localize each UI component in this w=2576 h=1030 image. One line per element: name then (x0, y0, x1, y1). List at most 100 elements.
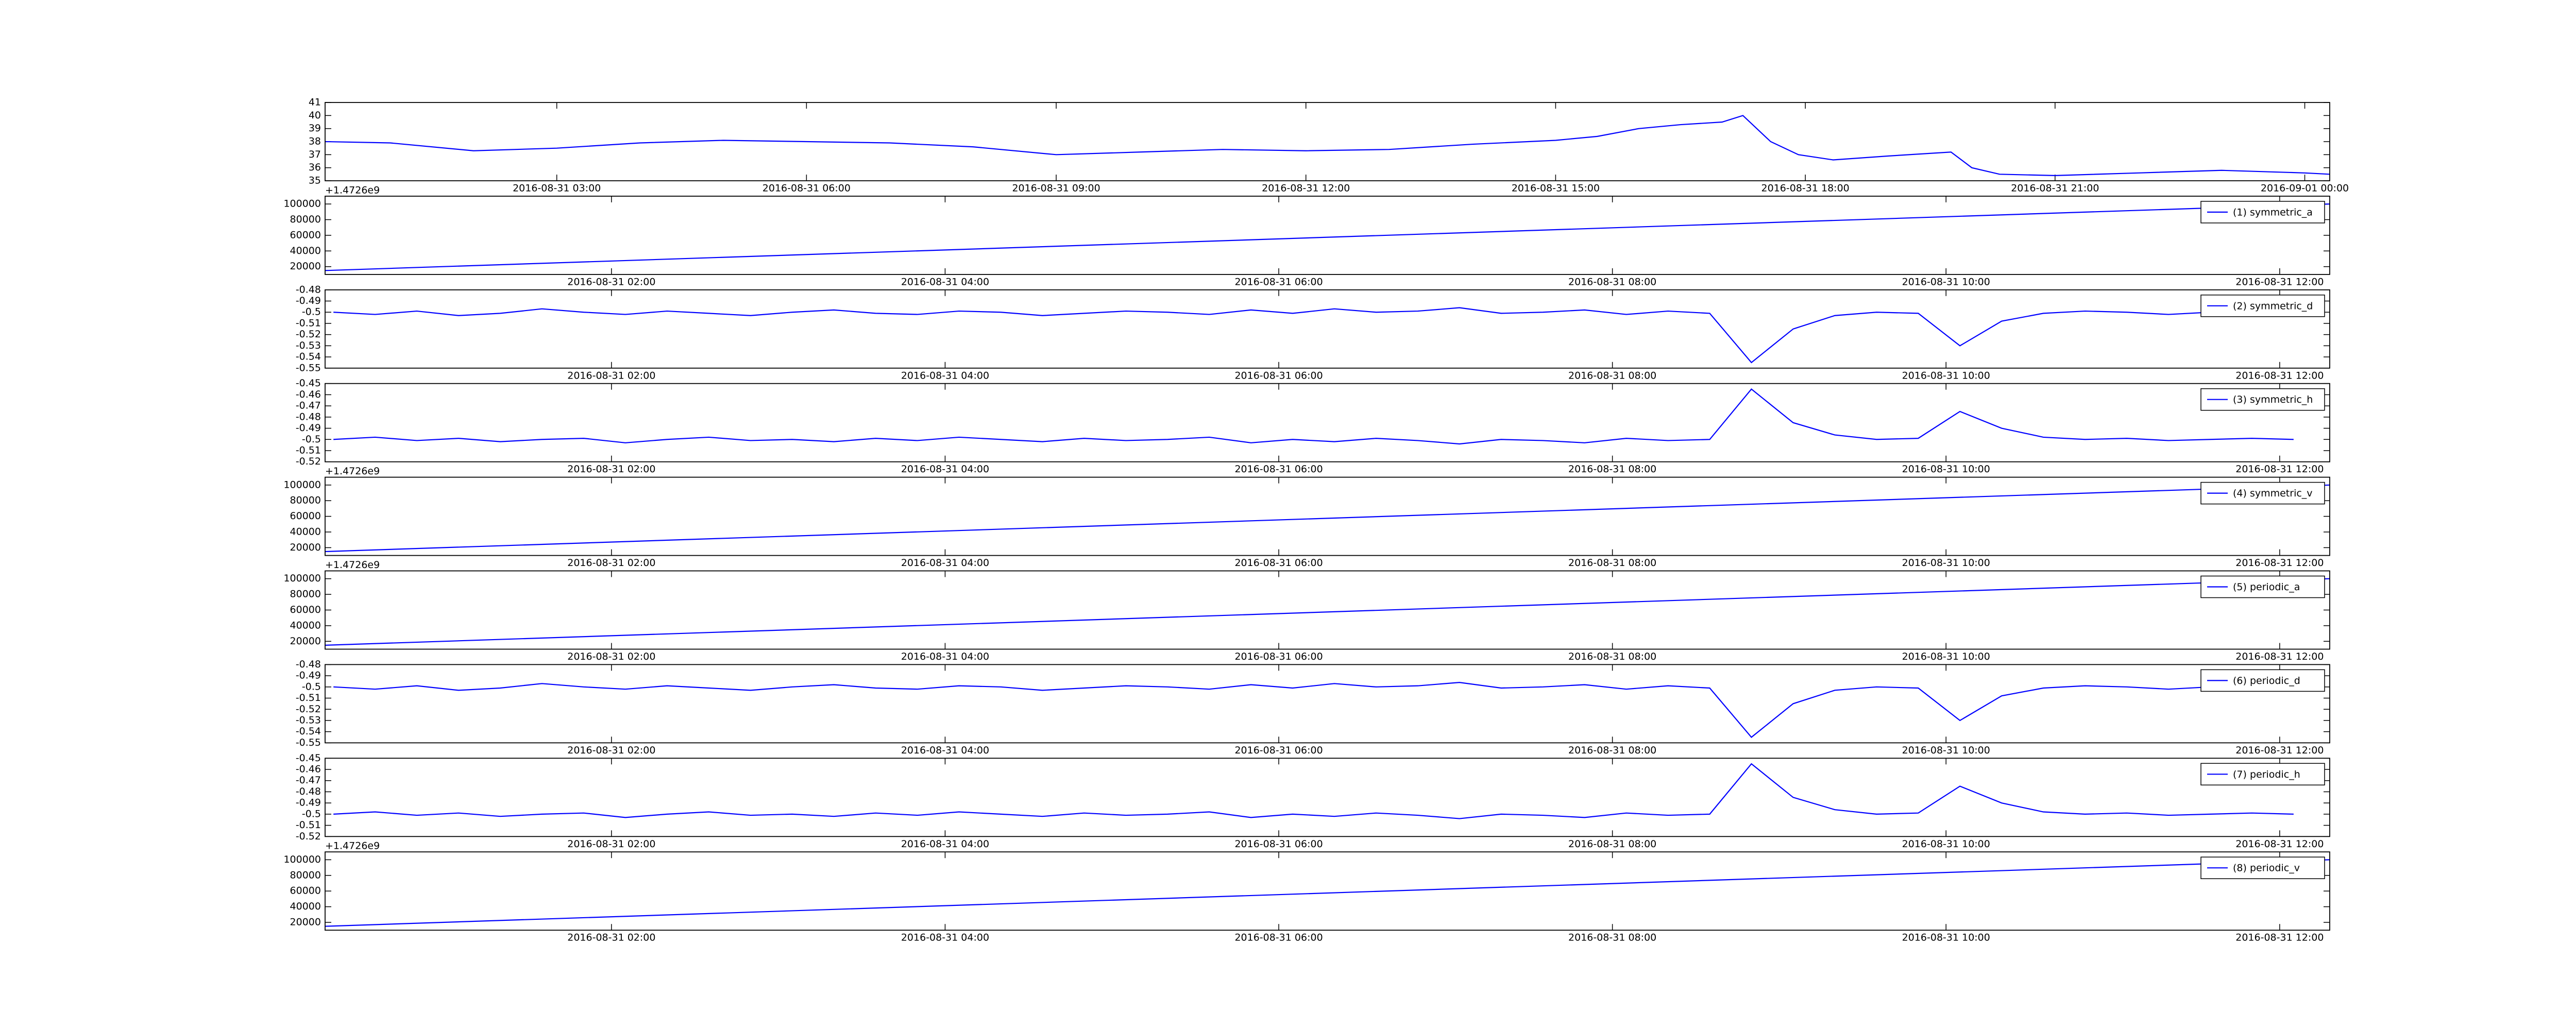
y-tick-label: -0.53 (296, 714, 321, 726)
x-tick-label: 2016-08-31 12:00 (2235, 932, 2324, 943)
legend-label: (3) symmetric_h (2233, 394, 2313, 405)
y-tick-label: -0.51 (296, 692, 321, 703)
y-tick-label: -0.52 (296, 329, 321, 340)
y-tick-label: 80000 (290, 589, 321, 600)
legend-label: (1) symmetric_a (2233, 207, 2313, 218)
y-tick-label: 20000 (290, 636, 321, 647)
series-line (333, 763, 2294, 819)
y-tick-label: -0.49 (296, 670, 321, 681)
y-tick-label: 100000 (283, 854, 321, 865)
y-tick-label: -0.45 (296, 752, 321, 764)
x-tick-label: 2016-08-31 08:00 (1568, 838, 1656, 850)
y-tick-label: -0.52 (296, 831, 321, 842)
x-tick-label: 2016-08-31 04:00 (901, 464, 989, 475)
y-tick-label: -0.48 (296, 786, 321, 797)
x-tick-label: 2016-08-31 02:00 (567, 745, 655, 756)
y-tick-label: 60000 (290, 885, 321, 897)
y-tick-label: -0.52 (296, 456, 321, 467)
legend-label: (8) periodic_v (2233, 863, 2300, 874)
series-line (333, 682, 2294, 739)
y-tick-label: -0.55 (296, 737, 321, 748)
x-tick-label: 2016-08-31 08:00 (1568, 557, 1656, 569)
y-tick-label: -0.46 (296, 764, 321, 775)
x-tick-label: 2016-08-31 02:00 (567, 464, 655, 475)
y-tick-label: -0.54 (296, 351, 321, 363)
x-tick-label: 2016-08-31 12:00 (2235, 370, 2324, 381)
x-tick-label: 2016-08-31 04:00 (901, 557, 989, 569)
x-tick-label: 2016-08-31 06:00 (1234, 464, 1323, 475)
y-tick-label: 80000 (290, 495, 321, 506)
series-line (333, 388, 2294, 445)
y-tick-label: 20000 (290, 917, 321, 928)
y-tick-label: -0.47 (296, 775, 321, 786)
axes-frame (325, 383, 2330, 462)
y-tick-label: -0.49 (296, 797, 321, 809)
axes-bg (325, 196, 2330, 274)
x-tick-label: 2016-08-31 08:00 (1568, 651, 1656, 662)
offset-text: +1.4726e9 (325, 184, 380, 196)
series-line (325, 578, 2330, 646)
y-tick-label: 38 (309, 136, 321, 147)
y-tick-label: 60000 (290, 510, 321, 522)
axes-frame (325, 102, 2330, 181)
y-tick-label: 60000 (290, 229, 321, 241)
x-tick-label: 2016-08-31 12:00 (2235, 276, 2324, 287)
x-tick-label: 2016-08-31 06:00 (1234, 932, 1323, 943)
axes-frame (325, 289, 2330, 369)
legend-label: (2) symmetric_d (2233, 300, 2313, 312)
axes-frame (325, 758, 2330, 837)
x-tick-label: 2016-08-31 06:00 (1234, 557, 1323, 569)
x-tick-label: 2016-08-31 06:00 (1234, 370, 1323, 381)
y-tick-label: -0.45 (296, 377, 321, 389)
x-tick-label: 2016-08-31 10:00 (1902, 838, 1990, 850)
x-tick-label: 2016-08-31 04:00 (901, 932, 989, 943)
axes-frame (325, 476, 2330, 556)
y-tick-label: 80000 (290, 214, 321, 225)
y-tick-label: -0.48 (296, 659, 321, 670)
y-tick-label: 39 (309, 123, 321, 134)
x-tick-label: 2016-08-31 15:00 (1512, 183, 1600, 194)
y-tick-label: -0.52 (296, 703, 321, 715)
x-tick-label: 2016-08-31 12:00 (2235, 651, 2324, 662)
x-tick-label: 2016-08-31 08:00 (1568, 745, 1656, 756)
y-tick-label: -0.49 (296, 422, 321, 434)
y-tick-label: 40 (309, 110, 321, 121)
axes-frame (325, 195, 2330, 275)
y-tick-label: 40000 (290, 901, 321, 912)
x-tick-label: 2016-08-31 06:00 (1234, 745, 1323, 756)
legend-label: (4) symmetric_v (2233, 488, 2313, 499)
x-tick-label: 2016-08-31 04:00 (901, 745, 989, 756)
y-tick-label: 36 (309, 162, 321, 173)
axes-bg (325, 289, 2330, 368)
x-tick-label: 2016-08-31 09:00 (1012, 183, 1100, 194)
y-tick-label: 80000 (290, 869, 321, 881)
x-tick-label: 2016-08-31 10:00 (1902, 370, 1990, 381)
x-tick-label: 2016-08-31 04:00 (901, 838, 989, 850)
x-tick-label: 2016-08-31 02:00 (567, 370, 655, 381)
series-line (325, 115, 2330, 176)
y-tick-label: -0.55 (296, 362, 321, 373)
y-tick-label: 35 (309, 175, 321, 186)
y-tick-label: 37 (309, 149, 321, 160)
axes-bg (325, 852, 2330, 931)
x-tick-label: 2016-08-31 04:00 (901, 651, 989, 662)
y-tick-label: -0.48 (296, 411, 321, 422)
y-tick-label: -0.48 (296, 284, 321, 295)
y-tick-label: 40000 (290, 620, 321, 631)
y-tick-label: 20000 (290, 261, 321, 272)
x-tick-label: 2016-08-31 02:00 (567, 932, 655, 943)
axes-bg (325, 102, 2330, 181)
y-tick-label: -0.51 (296, 444, 321, 456)
x-tick-label: 2016-08-31 12:00 (2235, 557, 2324, 569)
x-tick-label: 2016-08-31 21:00 (2011, 183, 2099, 194)
y-tick-label: 20000 (290, 542, 321, 553)
y-tick-label: 60000 (290, 604, 321, 615)
x-tick-label: 2016-08-31 10:00 (1902, 276, 1990, 287)
x-tick-label: 2016-08-31 02:00 (567, 838, 655, 850)
x-tick-label: 2016-08-31 12:00 (1262, 183, 1350, 194)
x-tick-label: 2016-08-31 04:00 (901, 276, 989, 287)
y-tick-label: -0.47 (296, 400, 321, 411)
legend-label: (7) periodic_h (2233, 769, 2300, 780)
offset-text: +1.4726e9 (325, 466, 380, 477)
